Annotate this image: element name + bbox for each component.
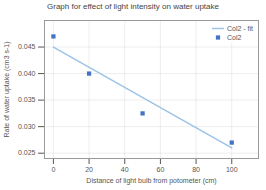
svg-text:Rate of water uptake (cm3 s-1): Rate of water uptake (cm3 s-1) [3, 41, 11, 137]
svg-text:0.035: 0.035 [18, 96, 36, 103]
svg-text:0.040: 0.040 [18, 70, 36, 77]
html-text:Col2: Col2 [226, 34, 242, 41]
html-text:Graph for effect of light inte: Graph for effect of light intensity on w… [47, 2, 219, 11]
svg-text:0: 0 [51, 166, 55, 173]
svg-text:Distance of light bulb from po: Distance of light bulb from potometer (c… [86, 177, 216, 185]
svg-text:100: 100 [226, 166, 238, 173]
svg-text:60: 60 [157, 166, 165, 173]
svg-text:0.025: 0.025 [18, 149, 36, 156]
svg-text:20: 20 [85, 166, 93, 173]
svg-text:40: 40 [121, 166, 129, 173]
svg-text:0.030: 0.030 [18, 123, 36, 130]
svg-text:0.045: 0.045 [18, 43, 36, 50]
svg-text:80: 80 [192, 166, 200, 173]
html-text:Col2 - fit: Col2 - fit [226, 25, 253, 32]
